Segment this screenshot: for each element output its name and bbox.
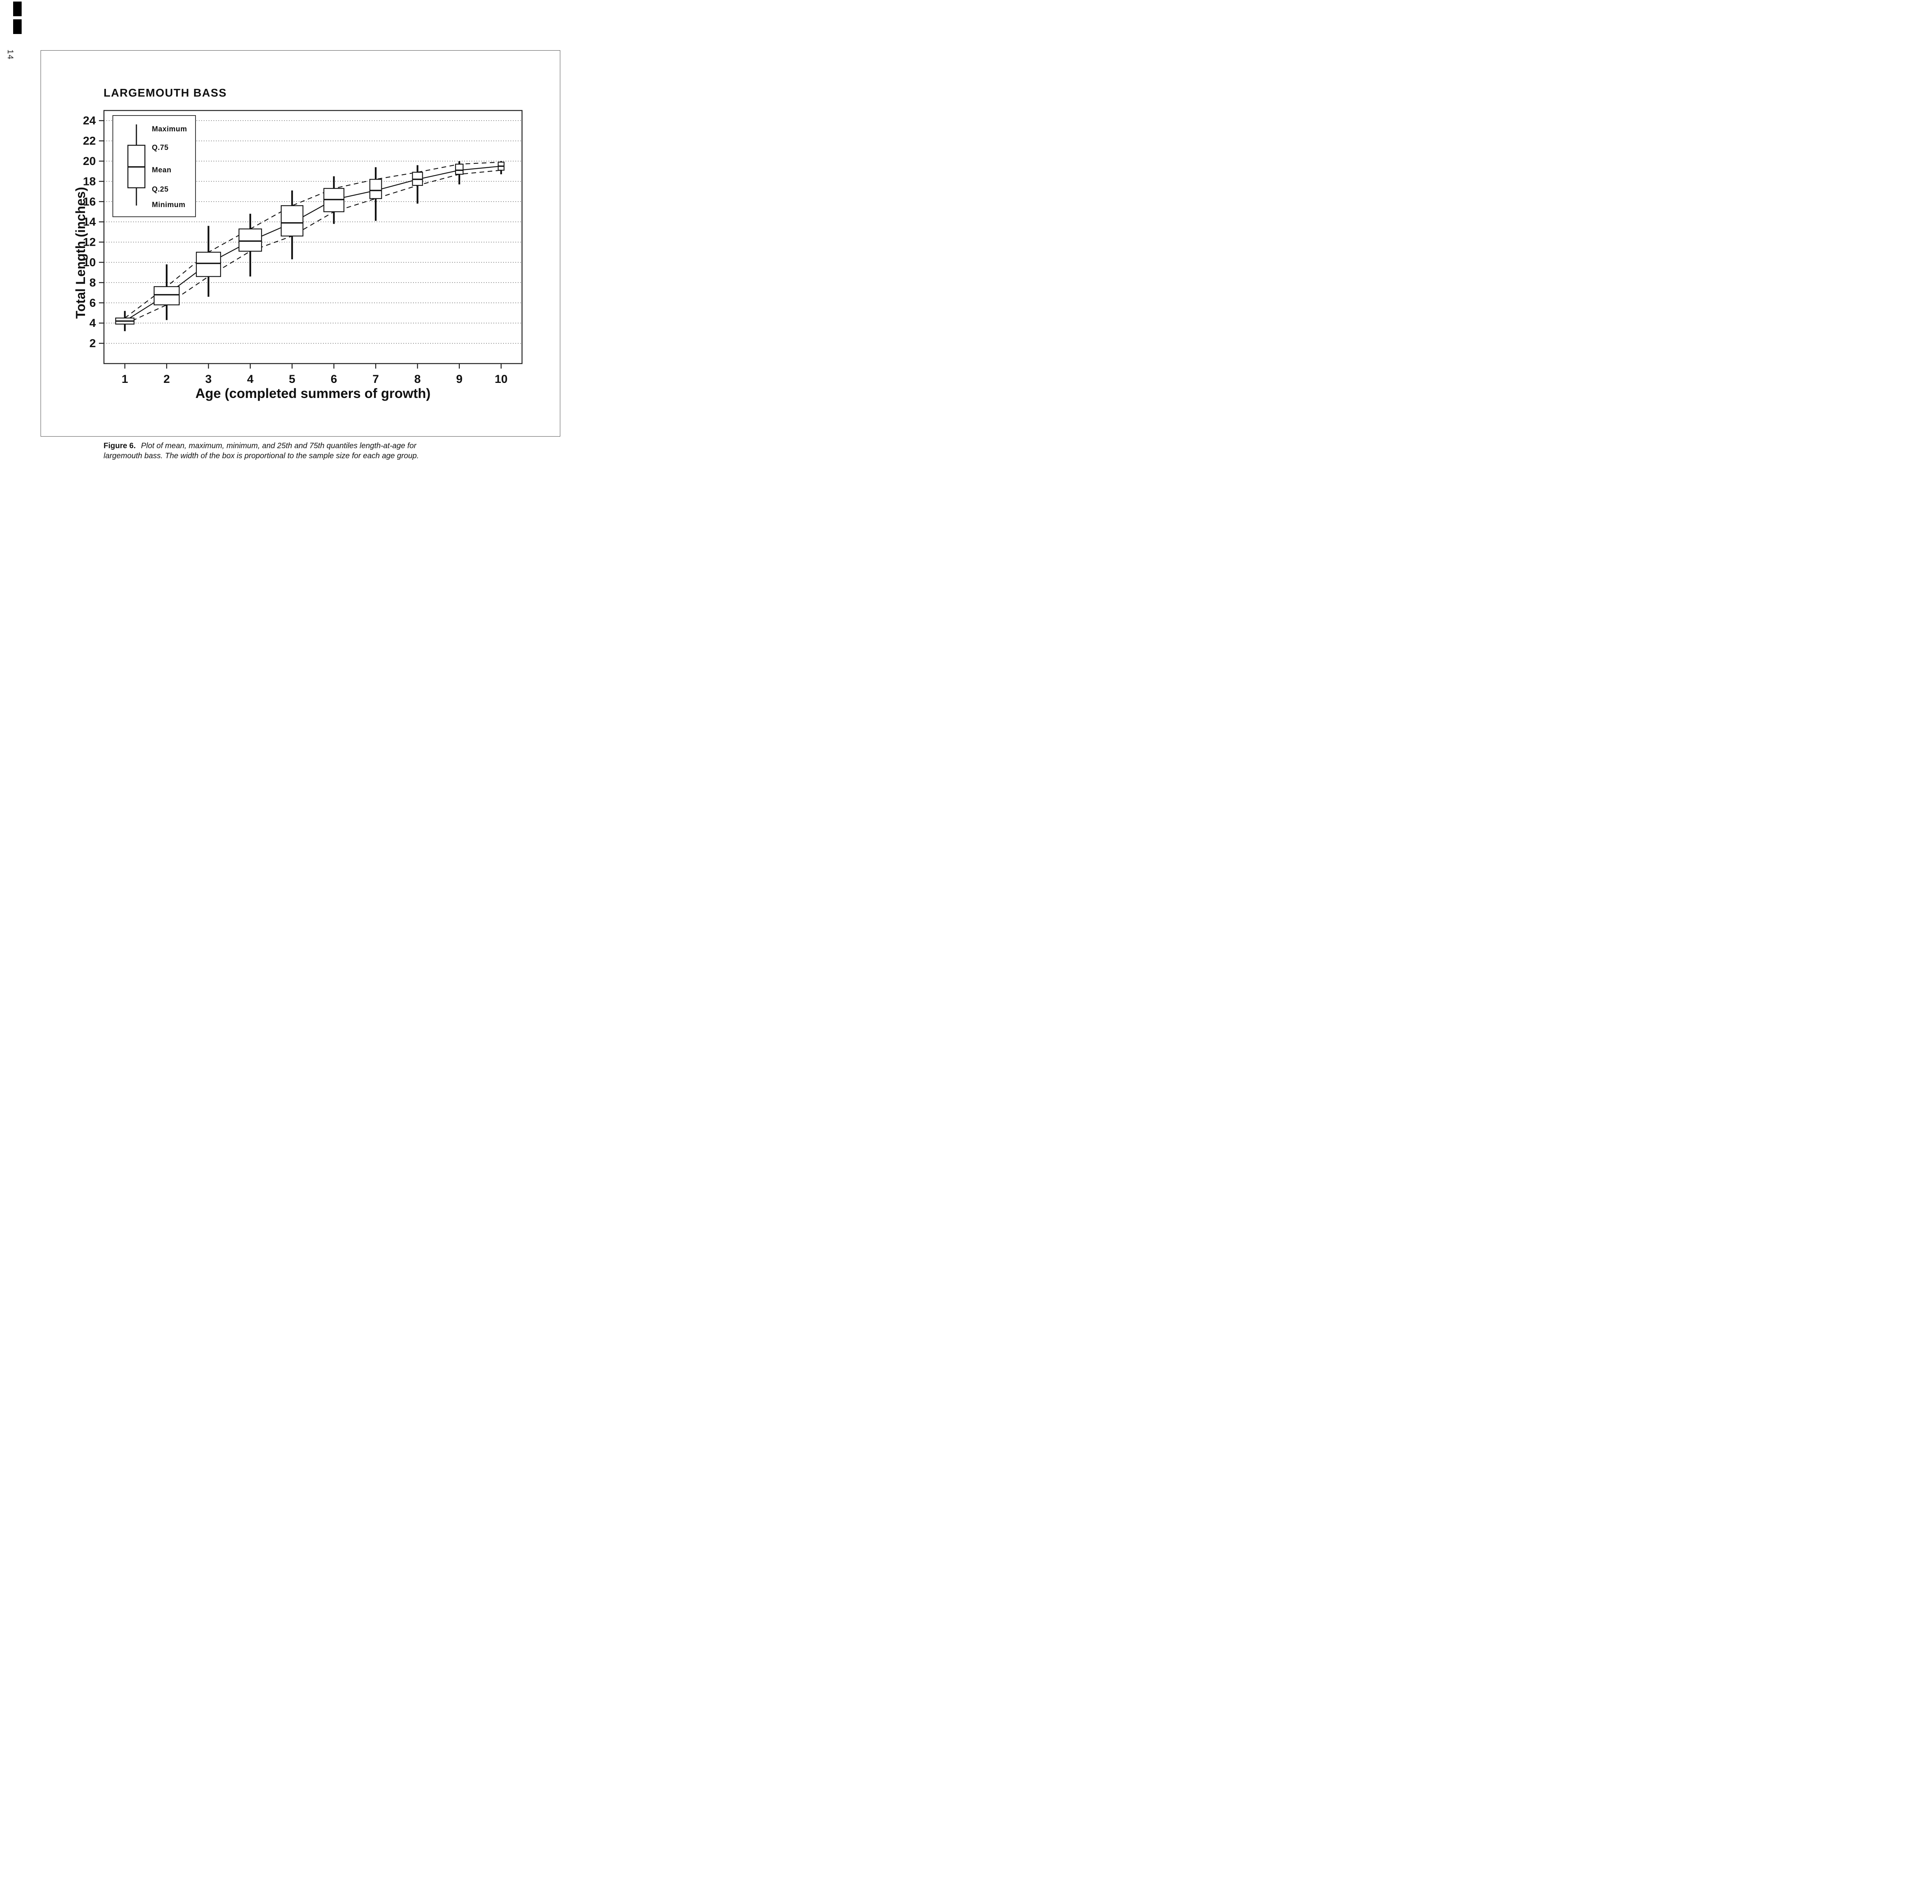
gridlines (104, 120, 522, 344)
boxplot-age-9 (455, 161, 464, 185)
y-tick-label-10: 10 (83, 256, 96, 269)
y-tick-label-4: 4 (89, 317, 96, 330)
boxplot-age-10 (498, 161, 505, 175)
x-tick-label-3: 3 (205, 373, 212, 386)
y-tick-label-16: 16 (83, 196, 96, 208)
legend-label-q25: Q.25 (152, 185, 169, 194)
x-tick-label-5: 5 (289, 373, 296, 386)
box-age-7 (369, 179, 382, 199)
scanned-page: 14 2 4 6 8 10 12 14 16 18 20 22 24 1 2 3 4 5 6 7 8 9 10 LARGE… (0, 0, 617, 476)
legend-label-minimum: Minimum (152, 201, 185, 209)
boxplot-age-2 (153, 264, 180, 320)
y-tick-label-20: 20 (83, 155, 96, 168)
boxplot-age-3 (196, 226, 221, 297)
y-tick-label-24: 24 (83, 114, 96, 127)
y-axis-title: Total Length (inches) (73, 187, 88, 319)
plot-border (103, 110, 523, 364)
scan-artifact (13, 19, 22, 34)
box-age-5 (281, 205, 304, 237)
page-number: 14 (6, 49, 15, 60)
figure-caption-label: Figure 6. (104, 442, 136, 450)
mean-solid-line (124, 165, 502, 321)
boxplot-age-1 (115, 311, 135, 332)
boxplot-age-8 (412, 165, 423, 204)
x-tick-label-7: 7 (372, 373, 379, 386)
x-tick-label-9: 9 (456, 373, 463, 386)
chart-title: LARGEMOUTH BASS (104, 87, 227, 99)
legend-label-q75: Q.75 (152, 144, 169, 152)
y-tick-label-22: 22 (83, 135, 96, 148)
scan-artifact (13, 2, 22, 16)
y-tick-label-8: 8 (89, 276, 96, 289)
x-tick-label-6: 6 (331, 373, 337, 386)
x-tick-label-2: 2 (163, 373, 170, 386)
x-tick-label-10: 10 (495, 373, 507, 386)
legend-label-mean: Mean (152, 166, 172, 174)
y-tick-label-6: 6 (89, 297, 96, 309)
legend-label-maximum: Maximum (152, 125, 187, 133)
x-axis-title: Age (completed summers of growth) (195, 386, 431, 401)
y-tick-label-14: 14 (83, 216, 96, 228)
q25-dashed-line (124, 170, 502, 325)
boxplot-age-4 (238, 214, 262, 277)
x-tick-label-4: 4 (247, 373, 253, 386)
figure-frame: 2 4 6 8 10 12 14 16 18 20 22 24 1 2 3 4 5 6 7 8 9 10 LARGEMOU… (41, 50, 560, 437)
boxplot-age-5 (281, 190, 304, 260)
legend-boxplot-glyph (127, 124, 146, 206)
boxplot-age-7 (369, 167, 382, 221)
figure-caption: Figure 6. Plot of mean, maximum, minimum… (104, 441, 432, 461)
figure-caption-text: Plot of mean, maximum, minimum, and 25th… (104, 442, 419, 461)
boxplot-age-6 (323, 176, 345, 224)
x-tick-label-8: 8 (414, 373, 421, 386)
legend: Maximum Q.75 Mean Q.25 Minimum (112, 115, 196, 217)
y-tick-label-18: 18 (83, 175, 96, 188)
box-age-9 (455, 163, 464, 175)
box-age-4 (238, 228, 262, 252)
y-tick-label-2: 2 (89, 337, 96, 350)
y-tick-label-12: 12 (83, 236, 96, 249)
x-tick-label-1: 1 (122, 373, 128, 386)
box-age-3 (196, 252, 221, 277)
box-age-2 (153, 286, 180, 306)
